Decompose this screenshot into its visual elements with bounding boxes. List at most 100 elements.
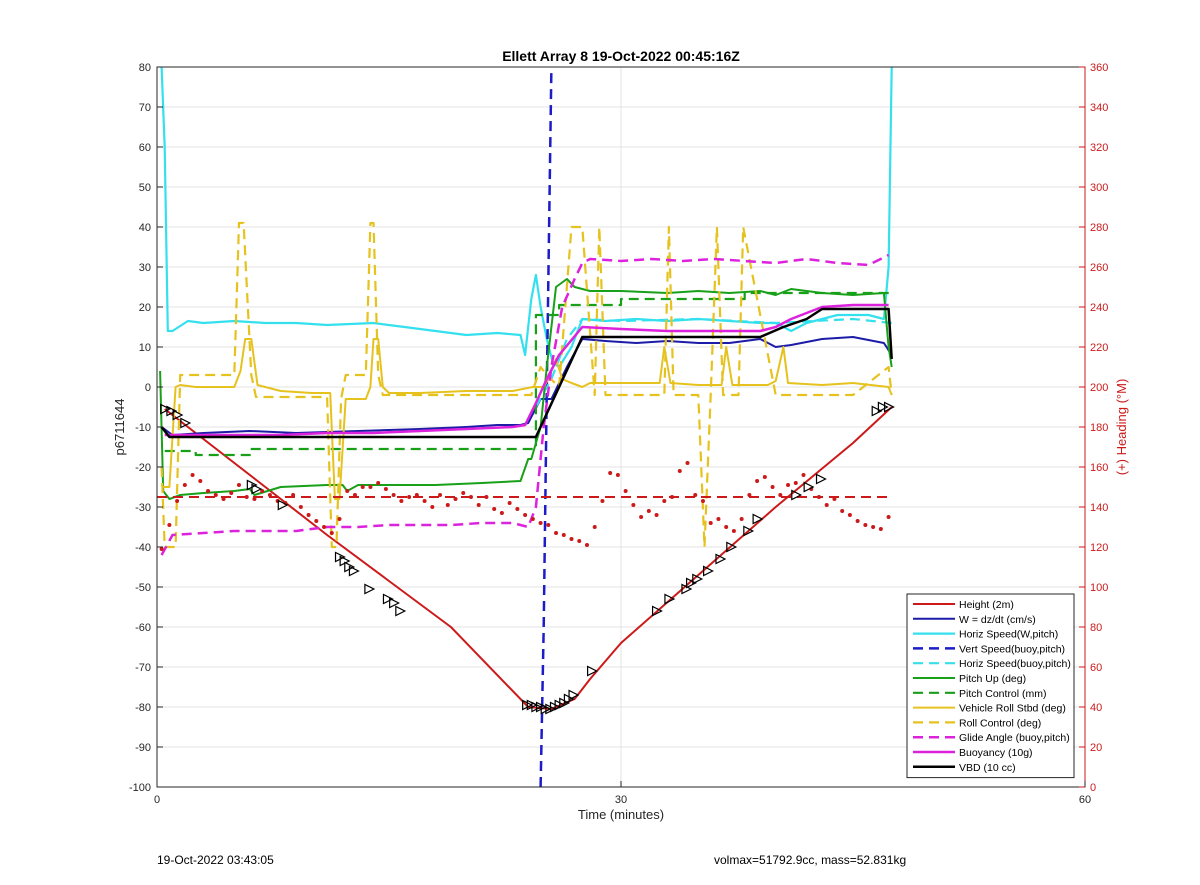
heading-point bbox=[847, 513, 852, 517]
legend-label: W = dz/dt (cm/s) bbox=[959, 614, 1036, 626]
heading-point bbox=[414, 493, 419, 497]
heading-point bbox=[507, 501, 512, 505]
heading-point bbox=[306, 513, 311, 517]
heading-point bbox=[878, 527, 883, 531]
x-tick-label: 30 bbox=[615, 794, 627, 806]
heading-point bbox=[182, 483, 187, 487]
y-tick-label: 50 bbox=[139, 182, 151, 194]
series-line-0 bbox=[164, 406, 893, 710]
heading-point bbox=[762, 475, 767, 479]
height-marker bbox=[685, 577, 697, 589]
height-marker bbox=[348, 565, 360, 577]
legend-label: Horiz Speed(W,pitch) bbox=[959, 629, 1058, 641]
heading-point bbox=[376, 481, 381, 485]
heading-point bbox=[693, 493, 698, 497]
y2-tick-label: 320 bbox=[1090, 142, 1108, 154]
heading-point bbox=[190, 473, 195, 477]
heading-point bbox=[252, 497, 257, 501]
series-line-5 bbox=[159, 278, 893, 500]
heading-point bbox=[700, 499, 705, 503]
heading-point bbox=[267, 493, 272, 497]
heading-point bbox=[445, 503, 450, 507]
heading-point bbox=[724, 525, 729, 529]
y2-tick-label: 180 bbox=[1090, 422, 1108, 434]
height-marker bbox=[815, 473, 827, 485]
heading-point bbox=[198, 479, 203, 483]
height-marker bbox=[172, 409, 184, 421]
heading-point bbox=[337, 517, 342, 521]
y2-tick-label: 340 bbox=[1090, 102, 1108, 114]
y-tick-label: -70 bbox=[135, 662, 151, 674]
heading-point bbox=[221, 497, 226, 501]
height-marker bbox=[180, 417, 192, 429]
heading-point bbox=[778, 493, 783, 497]
heading-point bbox=[584, 543, 589, 547]
heading-point bbox=[786, 483, 791, 487]
legend-label: Pitch Control (mm) bbox=[959, 688, 1047, 700]
height-marker bbox=[166, 405, 178, 417]
height-markers-layer bbox=[160, 401, 895, 715]
y-tick-label: -20 bbox=[135, 462, 151, 474]
heading-point bbox=[213, 493, 218, 497]
heading-point bbox=[824, 503, 829, 507]
heading-point bbox=[832, 497, 837, 501]
series-layer bbox=[157, 66, 893, 788]
heading-point bbox=[770, 485, 775, 489]
heading-point bbox=[685, 461, 690, 465]
legend-label: Vehicle Roll Stbd (deg) bbox=[959, 703, 1066, 715]
y2-tick-label: 120 bbox=[1090, 542, 1108, 554]
x-axis-label: Time (minutes) bbox=[578, 807, 664, 822]
heading-point bbox=[793, 481, 798, 485]
heading-point bbox=[422, 499, 427, 503]
footer-timestamp: 19-Oct-2022 03:43:05 bbox=[157, 853, 274, 867]
heading-point bbox=[484, 495, 489, 499]
y-tick-label: 0 bbox=[145, 382, 151, 394]
heading-point bbox=[291, 493, 296, 497]
y-tick-label: -40 bbox=[135, 542, 151, 554]
y-tick-label: 80 bbox=[139, 62, 151, 74]
legend-label: Roll Control (deg) bbox=[959, 717, 1041, 729]
heading-point bbox=[322, 525, 327, 529]
chart-title: Ellett Array 8 19-Oct-2022 00:45:16Z bbox=[502, 48, 740, 64]
series-line-11 bbox=[160, 307, 893, 439]
legend-label: Pitch Up (deg) bbox=[959, 673, 1026, 685]
heading-point bbox=[430, 505, 435, 509]
height-marker bbox=[883, 401, 895, 413]
heading-point bbox=[677, 469, 682, 473]
heading-point bbox=[569, 537, 574, 541]
y-axis-ticks: -100-90-80-70-60-50-40-30-20-10010203040… bbox=[129, 62, 163, 794]
heading-point bbox=[360, 485, 365, 489]
heading-point bbox=[244, 495, 249, 499]
y2-tick-label: 0 bbox=[1090, 782, 1096, 794]
x-axis-ticks: 0 30 60 bbox=[154, 781, 1091, 806]
y-tick-label: 70 bbox=[139, 102, 151, 114]
y2-tick-label: 220 bbox=[1090, 342, 1108, 354]
height-marker bbox=[395, 605, 407, 617]
legend: Height (2m) W = dz/dt (cm/s) Horiz Speed(W… bbox=[906, 593, 1075, 779]
height-marker bbox=[251, 483, 263, 495]
heading-point bbox=[801, 473, 806, 477]
heading-point bbox=[476, 503, 481, 507]
y2-tick-label: 60 bbox=[1090, 662, 1102, 674]
y-tick-label: -50 bbox=[135, 582, 151, 594]
legend-label: Vert Speed(buoy,pitch) bbox=[959, 643, 1065, 655]
y-tick-label: 10 bbox=[139, 342, 151, 354]
heading-point bbox=[159, 547, 164, 551]
heading-point bbox=[670, 495, 675, 499]
y2-axis-ticks: 0 20 40 60 80 100 120 140 160 180 200 220 240 260 280 3… bbox=[1079, 62, 1108, 794]
y-tick-label: -100 bbox=[129, 782, 151, 794]
legend-label: Height (2m) bbox=[959, 599, 1014, 611]
height-marker bbox=[877, 401, 889, 413]
y2-axis-label: (+) Heading (°M) bbox=[1114, 379, 1129, 476]
heading-point bbox=[561, 533, 566, 537]
height-marker bbox=[743, 525, 755, 537]
series-line-9 bbox=[160, 253, 890, 556]
heading-point bbox=[654, 513, 659, 517]
legend-label: Glide Angle (buoy,pitch) bbox=[959, 732, 1070, 744]
heading-point bbox=[260, 489, 265, 493]
heading-point bbox=[407, 495, 412, 499]
legend-label: Buoyancy (10g) bbox=[959, 747, 1033, 759]
height-marker bbox=[160, 403, 172, 415]
height-marker bbox=[651, 605, 663, 617]
footer-volmax-mass: volmax=51792.9cc, mass=52.831kg bbox=[714, 853, 907, 867]
